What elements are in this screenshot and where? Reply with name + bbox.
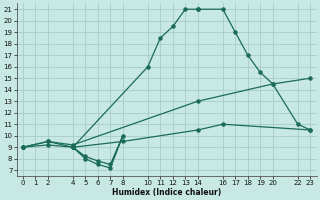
X-axis label: Humidex (Indice chaleur): Humidex (Indice chaleur) — [112, 188, 221, 197]
